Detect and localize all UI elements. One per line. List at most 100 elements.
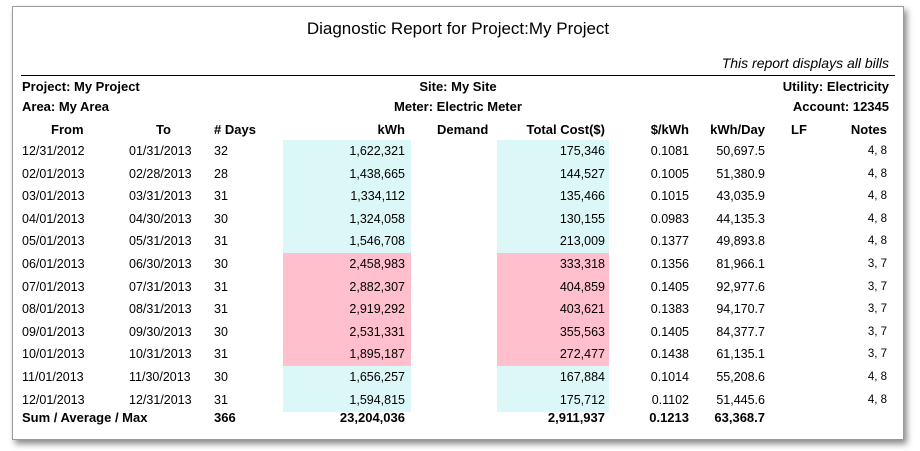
kwh-highlight: [283, 366, 411, 389]
cell-from: 08/01/2013: [22, 302, 85, 317]
cell-lf: [773, 140, 813, 162]
cost-highlight: [497, 207, 609, 231]
cell-kwh-day: 81,966.1: [716, 257, 765, 271]
table-row: 11/01/2013 11/30/2013 30 1,656,257 167,884 0.…: [13, 366, 903, 389]
kwh-highlight: [283, 343, 411, 367]
cell-per-kwh: 0.1005: [650, 166, 689, 181]
kwh-highlight: [283, 275, 411, 299]
cell-to: 12/31/2013: [129, 392, 192, 407]
cell-total-cost: 333,318: [559, 257, 605, 271]
cell-total-cost: 130,155: [559, 211, 605, 226]
cell-per-kwh: 0.1356: [650, 257, 689, 271]
cell-to: 02/28/2013: [129, 166, 192, 181]
cell-demand: [413, 298, 493, 320]
cell-to: 08/31/2013: [129, 302, 192, 317]
cell-kwh-day: 44,135.3: [716, 211, 765, 226]
kwh-highlight: [283, 140, 411, 163]
col-header-kwh: kWh: [377, 122, 405, 137]
col-header-lf: LF: [791, 122, 807, 137]
col-header-kwh-day: kWh/Day: [710, 122, 765, 137]
cell-per-kwh: 0.1102: [651, 392, 689, 407]
report-subtitle: This report displays all bills: [721, 55, 889, 71]
cell-total-cost: 135,466: [559, 189, 605, 204]
cell-days: 32: [214, 144, 228, 158]
kwh-highlight: [283, 207, 411, 231]
cell-demand: [413, 163, 493, 185]
kwh-highlight: [283, 230, 411, 254]
cell-total-cost: 144,527: [559, 166, 605, 181]
summary-days: 366: [214, 410, 236, 425]
cell-kwh-day: 55,208.6: [716, 370, 765, 384]
col-header-per-kwh: $/kWh: [650, 122, 689, 137]
cell-notes: 3, 7: [867, 280, 887, 293]
cost-highlight: [497, 275, 609, 299]
kwh-highlight: [283, 185, 411, 209]
cell-notes: 3, 7: [867, 325, 887, 338]
cell-from: 12/01/2013: [22, 392, 85, 407]
cell-kwh: 2,919,292: [349, 302, 405, 317]
table-row: 09/01/2013 09/30/2013 30 2,531,331 355,563 0.…: [13, 320, 903, 344]
cell-to: 03/31/2013: [129, 189, 192, 204]
cell-days: 30: [214, 324, 228, 339]
kwh-highlight: [283, 388, 411, 412]
cell-to: 06/30/2013: [129, 257, 192, 271]
report-frame: Diagnostic Report for Project:My Project…: [12, 6, 904, 440]
cell-total-cost: 404,859: [559, 279, 605, 294]
kwh-highlight: [283, 253, 411, 276]
cell-per-kwh: 0.1377: [650, 234, 689, 249]
cost-highlight: [497, 162, 609, 186]
cell-from: 05/01/2013: [22, 234, 85, 249]
cell-kwh: 1,895,187: [349, 347, 405, 362]
table-row: 12/31/2012 01/31/2013 32 1,622,321 175,346 0.…: [13, 140, 903, 163]
col-header-to: To: [156, 122, 171, 137]
cell-kwh: 2,531,331: [349, 324, 405, 339]
table-row: 07/01/2013 07/31/2013 31 2,882,307 404,859 0.…: [13, 275, 903, 299]
cell-days: 30: [214, 257, 228, 271]
cell-notes: 4, 8: [867, 167, 887, 180]
cell-notes: 3, 7: [867, 348, 887, 361]
cell-kwh: 1,334,112: [350, 189, 405, 204]
cell-to: 10/31/2013: [129, 347, 192, 362]
table-row: 05/01/2013 05/31/2013 31 1,546,708 213,009 0.…: [13, 230, 903, 254]
cell-total-cost: 175,712: [559, 392, 605, 407]
cell-days: 31: [214, 279, 228, 294]
col-header-days: # Days: [214, 122, 256, 137]
cell-lf: [773, 253, 813, 275]
cell-to: 04/30/2013: [129, 211, 192, 226]
cell-from: 12/31/2012: [22, 144, 85, 158]
cost-highlight: [497, 298, 609, 322]
meter-label: Meter: Electric Meter: [394, 99, 522, 114]
cell-from: 02/01/2013: [22, 166, 85, 181]
cell-kwh: 1,594,815: [349, 392, 405, 407]
cell-kwh-day: 50,697.5: [716, 144, 765, 158]
title-divider: [21, 75, 895, 76]
table-row: 06/01/2013 06/30/2013 30 2,458,983 333,318 0.…: [13, 253, 903, 276]
summary-kwh: 23,204,036: [339, 410, 405, 425]
cell-days: 30: [214, 211, 228, 226]
cell-notes: 3, 7: [867, 258, 887, 270]
cell-per-kwh: 0.1014: [650, 370, 689, 384]
cell-lf: [773, 163, 813, 185]
report-title: Diagnostic Report for Project:My Project: [306, 19, 610, 38]
table-row: 12/01/2013 12/31/2013 31 1,594,815 175,712 0.…: [13, 388, 903, 412]
cell-total-cost: 272,477: [559, 347, 605, 362]
cell-demand: [413, 140, 493, 162]
account-label: Account: 12345: [792, 99, 889, 114]
cell-kwh: 2,458,983: [349, 257, 405, 271]
cell-kwh: 2,882,307: [349, 279, 405, 294]
cost-highlight: [497, 388, 609, 412]
cell-from: 04/01/2013: [22, 211, 85, 226]
cell-per-kwh: 0.1081: [650, 144, 689, 158]
cell-total-cost: 355,563: [559, 324, 605, 339]
table-row: 02/01/2013 02/28/2013 28 1,438,665 144,527 0.…: [13, 162, 903, 186]
cell-demand: [413, 230, 493, 252]
cell-total-cost: 167,884: [559, 370, 605, 384]
cell-days: 31: [214, 347, 228, 362]
cell-kwh-day: 92,977.6: [716, 279, 765, 294]
cell-per-kwh: 0.1405: [650, 324, 689, 339]
cell-from: 10/01/2013: [22, 347, 85, 362]
cell-lf: [773, 321, 813, 343]
cost-highlight: [497, 343, 609, 367]
summary-per-kwh: 0.1213: [649, 410, 689, 425]
cell-from: 07/01/2013: [22, 279, 85, 294]
